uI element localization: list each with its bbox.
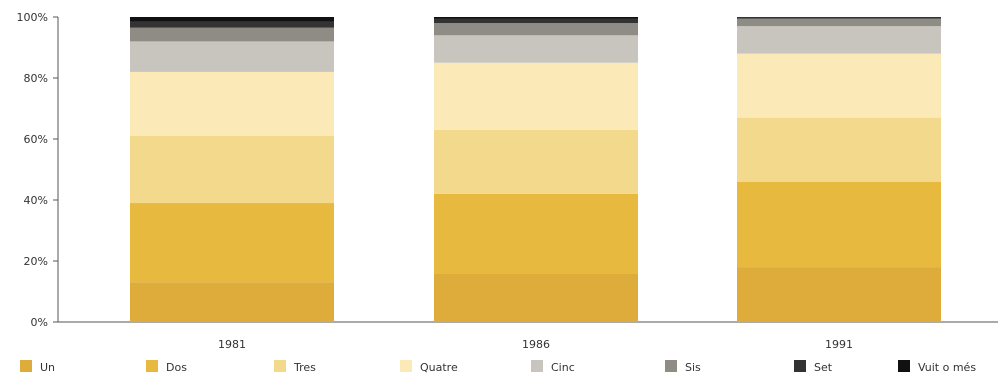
legend-swatch — [898, 360, 910, 372]
bar-segment — [737, 117, 941, 182]
x-tick-label: 1991 — [825, 338, 853, 351]
x-tick-label: 1986 — [522, 338, 550, 351]
bar-segment — [737, 181, 941, 268]
legend-swatch — [146, 360, 158, 372]
bar-segment — [737, 53, 941, 118]
bar-segment — [737, 26, 941, 54]
legend: Un Dos Tres Quatre Cinc Sis Set Vuit o més — [20, 360, 976, 374]
y-tick-label: 100% — [17, 11, 48, 24]
legend-label: Set — [814, 361, 833, 374]
bar-segment — [130, 17, 334, 22]
legend-label: Cinc — [551, 361, 575, 374]
legend-swatch — [274, 360, 286, 372]
bar-segment — [434, 35, 638, 63]
bar-segment — [434, 62, 638, 130]
bar-segment — [130, 71, 334, 136]
legend-label: Quatre — [420, 361, 458, 374]
legend-swatch — [20, 360, 32, 372]
legend-label: Dos — [166, 361, 187, 374]
bars — [130, 17, 941, 322]
bar-segment — [130, 27, 334, 42]
bar-segment — [434, 273, 638, 322]
x-axis: 1981 1986 1991 — [218, 338, 853, 351]
bar-segment — [737, 17, 941, 19]
bar-segment — [130, 282, 334, 322]
legend-label: Sis — [685, 361, 701, 374]
legend-label: Tres — [293, 361, 316, 374]
legend-label: Vuit o més — [918, 361, 976, 374]
bar-segment — [737, 18, 941, 27]
bar-segment — [434, 193, 638, 274]
bar-segment — [130, 135, 334, 204]
bar-segment — [434, 18, 638, 24]
legend-label: Un — [40, 361, 55, 374]
legend-swatch — [531, 360, 543, 372]
y-tick-label: 80% — [24, 72, 48, 85]
y-tick-label: 60% — [24, 133, 48, 146]
bar-segment — [130, 41, 334, 72]
legend-swatch — [665, 360, 677, 372]
bar-segment — [434, 23, 638, 36]
bar-segment — [130, 21, 334, 28]
legend-swatch — [794, 360, 806, 372]
y-tick-label: 20% — [24, 255, 48, 268]
bar-segment — [434, 17, 638, 19]
bar-segment — [737, 267, 941, 322]
bar-segment — [130, 203, 334, 283]
bar-segment — [434, 129, 638, 194]
legend-swatch — [400, 360, 412, 372]
y-tick-label: 40% — [24, 194, 48, 207]
y-tick-label: 0% — [31, 316, 48, 329]
x-tick-label: 1981 — [218, 338, 246, 351]
